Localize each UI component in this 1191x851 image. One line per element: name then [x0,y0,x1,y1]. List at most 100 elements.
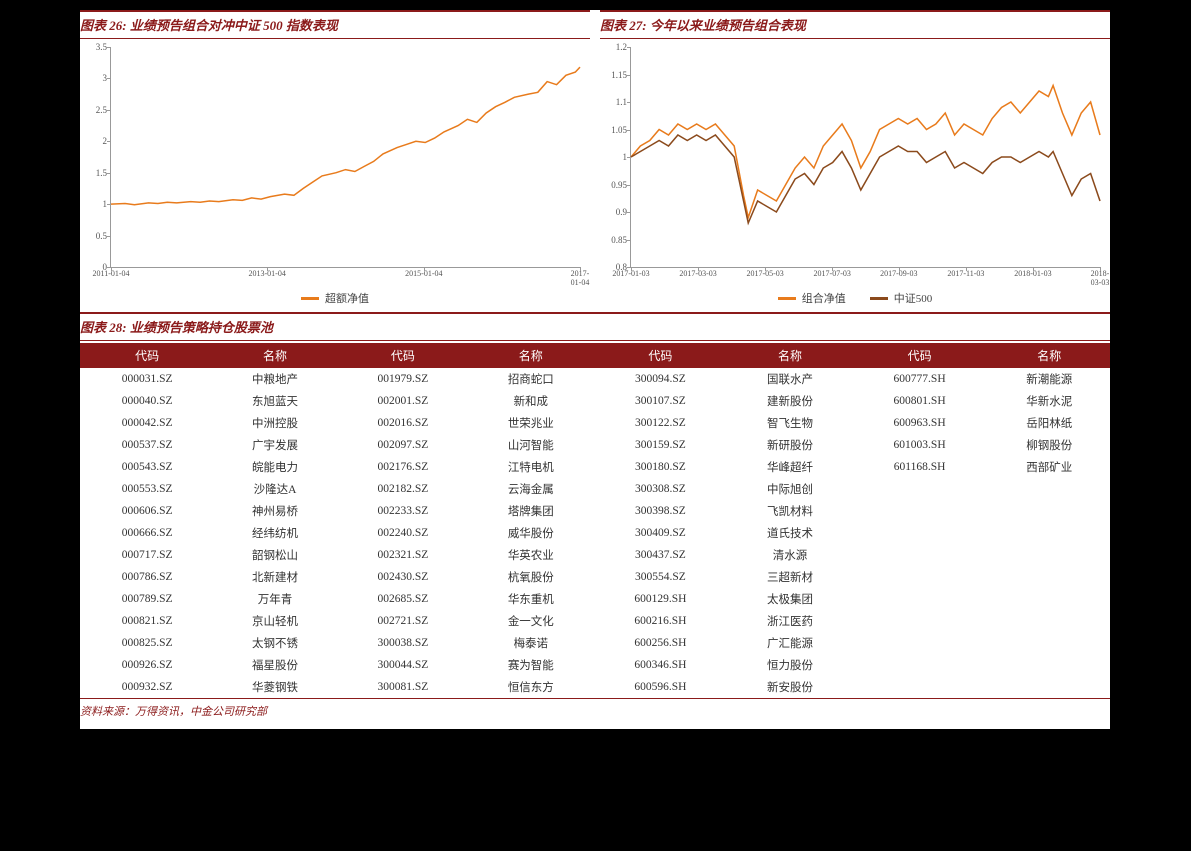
table-cell: 金一文化 [470,610,592,632]
chart-27-svg [631,47,1100,267]
table-cell: 000825.SZ [80,632,214,654]
table-row: 000717.SZ韶钢松山002321.SZ华英农业300437.SZ清水源 [80,544,1110,566]
table-cell: 002321.SZ [336,544,470,566]
table-cell [851,500,989,522]
table-cell: 300308.SZ [592,478,730,500]
table-cell: 601168.SH [851,456,989,478]
table-cell [988,610,1110,632]
table-cell: 广汇能源 [729,632,851,654]
table-cell: 京山轻机 [214,610,336,632]
table-cell: 恒信东方 [470,676,592,699]
chart-26-area: 00.511.522.533.5 2011-01-042013-01-04201… [110,47,580,268]
table-row: 000786.SZ北新建材002430.SZ杭氧股份300554.SZ三超新材 [80,566,1110,588]
table-cell: 云海金属 [470,478,592,500]
table-cell: 西部矿业 [988,456,1110,478]
chart-26-svg [111,47,580,267]
table-cell: 恒力股份 [729,654,851,676]
table-cell [988,588,1110,610]
table-cell: 000932.SZ [80,676,214,699]
table-28-section: 图表 28: 业绩预告策略持仓股票池 代码名称代码名称代码名称代码名称 0000… [80,312,1110,729]
y-tick-label: 0.85 [611,235,627,245]
legend-swatch [301,297,319,300]
chart-26-legend: 超额净值 [80,290,590,306]
table-cell: 300409.SZ [592,522,730,544]
table-cell: 300122.SZ [592,412,730,434]
table-cell: 塔牌集团 [470,500,592,522]
legend-item: 组合净值 [778,290,846,306]
table-cell: 300437.SZ [592,544,730,566]
chart-27-x-axis: 2017-01-032017-03-032017-05-032017-07-03… [631,269,1100,283]
table-cell: 000040.SZ [80,390,214,412]
y-tick-label: 2.5 [96,105,107,115]
table-row: 000606.SZ神州易桥002233.SZ塔牌集团300398.SZ飞凯材料 [80,500,1110,522]
legend-item: 中证500 [870,290,933,306]
table-cell: 沙隆达A [214,478,336,500]
table-cell: 太极集团 [729,588,851,610]
table-cell: 001979.SZ [336,368,470,390]
table-cell: 万年青 [214,588,336,610]
table-cell: 600256.SH [592,632,730,654]
page-container: 图表 26: 业绩预告组合对冲中证 500 指数表现 00.511.522.53… [80,10,1110,729]
chart-26-title-bar: 图表 26: 业绩预告组合对冲中证 500 指数表现 [80,10,590,39]
source-note: 资料来源：万得资讯，中金公司研究部 [80,703,1110,729]
stock-table-head: 代码名称代码名称代码名称代码名称 [80,343,1110,368]
chart-26-y-axis: 00.511.522.533.5 [81,47,109,267]
table-cell: 杭氧股份 [470,566,592,588]
table-cell: 002001.SZ [336,390,470,412]
stock-table: 代码名称代码名称代码名称代码名称 000031.SZ中粮地产001979.SZ招… [80,343,1110,699]
table-cell [851,522,989,544]
table-cell: 华东重机 [470,588,592,610]
chart-line [631,86,1100,218]
y-tick-label: 1.1 [616,97,627,107]
table-cell: 000717.SZ [80,544,214,566]
table-cell: 威华股份 [470,522,592,544]
y-tick-label: 3.5 [96,42,107,52]
y-tick-label: 1.2 [616,42,627,52]
table-cell [851,478,989,500]
y-tick-label: 0.9 [616,207,627,217]
table-cell: 300038.SZ [336,632,470,654]
table-cell [851,610,989,632]
table-cell: 300398.SZ [592,500,730,522]
table-cell: 002430.SZ [336,566,470,588]
table-cell: 300107.SZ [592,390,730,412]
table-cell: 600777.SH [851,368,989,390]
chart-27-area: 0.80.850.90.9511.051.11.151.2 2017-01-03… [630,47,1100,268]
chart-line [631,135,1100,223]
chart-27-block: 图表 27: 今年以来业绩预告组合表现 0.80.850.90.9511.051… [600,10,1110,306]
table-cell: 新潮能源 [988,368,1110,390]
table-cell: 600801.SH [851,390,989,412]
table-cell: 002233.SZ [336,500,470,522]
table-cell: 000537.SZ [80,434,214,456]
table-cell: 000821.SZ [80,610,214,632]
stock-table-header-row: 代码名称代码名称代码名称代码名称 [80,343,1110,368]
x-tick-label: 2018-03-03 [1091,269,1110,287]
table-cell: 300554.SZ [592,566,730,588]
table-cell [851,654,989,676]
table-cell: 道氏技术 [729,522,851,544]
table-cell [851,676,989,699]
stock-table-body: 000031.SZ中粮地产001979.SZ招商蛇口300094.SZ国联水产6… [80,368,1110,699]
y-tick-label: 1.15 [611,70,627,80]
table-row: 000543.SZ皖能电力002176.SZ江特电机300180.SZ华峰超纤6… [80,456,1110,478]
table-row: 000031.SZ中粮地产001979.SZ招商蛇口300094.SZ国联水产6… [80,368,1110,390]
table-header-cell: 代码 [592,343,730,368]
y-tick-label: 0.95 [611,180,627,190]
chart-26-x-axis: 2011-01-042013-01-042015-01-042017-01-04 [111,269,580,283]
table-row: 000537.SZ广宇发展002097.SZ山河智能300159.SZ新研股份6… [80,434,1110,456]
table-header-cell: 代码 [336,343,470,368]
table-cell: 中粮地产 [214,368,336,390]
table-cell: 福星股份 [214,654,336,676]
table-row: 000789.SZ万年青002685.SZ华东重机600129.SH太极集团 [80,588,1110,610]
table-cell [988,500,1110,522]
y-tick-label: 0.5 [96,231,107,241]
table-cell: 002176.SZ [336,456,470,478]
legend-swatch [870,297,888,300]
table-cell: 300044.SZ [336,654,470,676]
table-cell [988,522,1110,544]
chart-line [111,67,580,205]
table-cell: 600596.SH [592,676,730,699]
table-cell: 000926.SZ [80,654,214,676]
table-cell: 000786.SZ [80,566,214,588]
table-header-cell: 名称 [470,343,592,368]
